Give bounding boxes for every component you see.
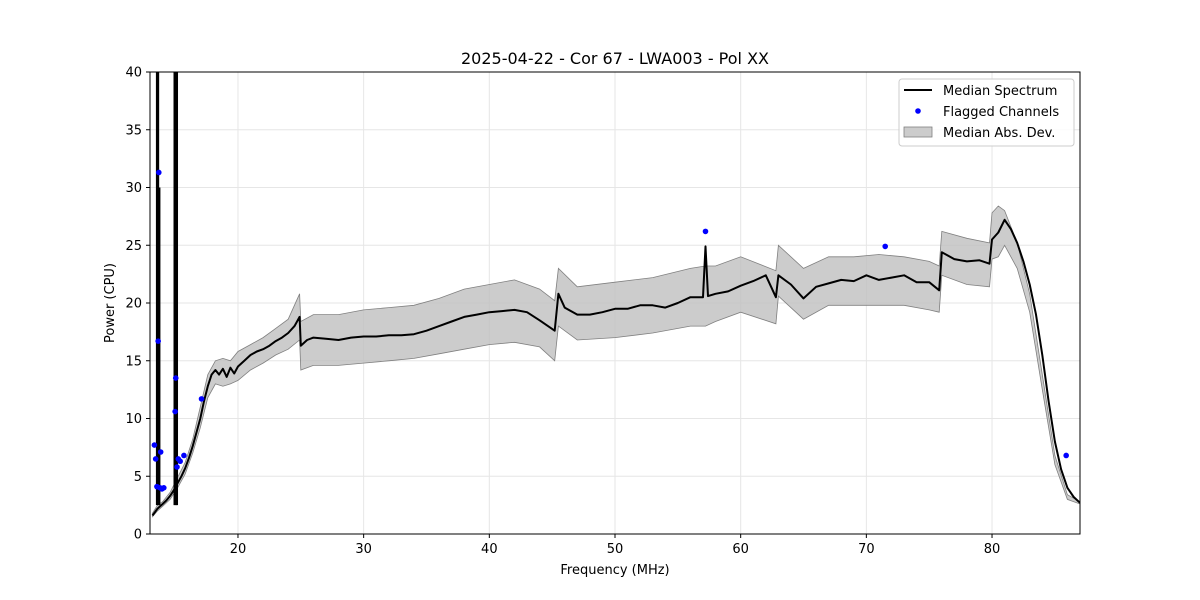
x-tick-label: 20 bbox=[230, 542, 247, 557]
y-tick-label: 25 bbox=[125, 239, 142, 254]
flagged-channel-point bbox=[161, 485, 167, 491]
legend-flagged-swatch bbox=[915, 108, 921, 114]
x-tick-label: 30 bbox=[355, 542, 372, 557]
y-tick-label: 30 bbox=[125, 181, 142, 196]
x-axis-label: Frequency (MHz) bbox=[560, 563, 669, 578]
x-tick-label: 80 bbox=[984, 542, 1001, 557]
flagged-channel-point bbox=[155, 169, 162, 176]
flagged-channel-point bbox=[181, 452, 187, 459]
x-tick-label: 50 bbox=[607, 542, 624, 557]
legend-flagged-label: Flagged Channels bbox=[943, 105, 1059, 120]
legend-mad-swatch bbox=[903, 126, 933, 138]
x-tick-label: 40 bbox=[481, 542, 498, 557]
y-tick-label: 0 bbox=[134, 528, 142, 543]
flagged-channel-point bbox=[172, 375, 179, 381]
y-axis: 0 5 10 15 20 25 30 35 40 bbox=[125, 66, 150, 543]
legend-mad-label: Median Abs. Dev. bbox=[943, 126, 1055, 141]
flagged-channel-point bbox=[172, 408, 178, 415]
flagged-channel-point bbox=[152, 456, 159, 462]
flagged-channel-point bbox=[155, 338, 161, 344]
flagged-channel-point bbox=[882, 243, 889, 250]
y-tick-label: 5 bbox=[134, 470, 142, 485]
y-tick-label: 20 bbox=[125, 297, 142, 312]
legend: Median Spectrum Flagged Channels Median … bbox=[898, 78, 1075, 147]
y-tick-label: 15 bbox=[125, 354, 142, 369]
chart-title: 2025-04-22 - Cor 67 - LWA003 - Pol XX bbox=[461, 49, 769, 68]
x-axis: 20 30 40 50 60 70 80 bbox=[230, 534, 1001, 557]
y-axis-label: Power (CPU) bbox=[103, 263, 118, 343]
y-tick-label: 35 bbox=[125, 123, 142, 138]
x-tick-label: 70 bbox=[858, 542, 875, 557]
median-spectrum-line bbox=[151, 218, 1080, 517]
flagged-channel-point bbox=[174, 464, 180, 470]
flagged-channel-point bbox=[702, 228, 709, 235]
plot-area bbox=[151, 72, 1080, 518]
legend-box bbox=[898, 78, 1075, 147]
flagged-channel-point bbox=[1063, 452, 1069, 459]
x-tick-label: 60 bbox=[732, 542, 749, 557]
flagged-channel-point bbox=[151, 442, 158, 448]
legend-median-label: Median Spectrum bbox=[943, 84, 1057, 99]
mad-band bbox=[152, 205, 1080, 518]
flagged-channel-point bbox=[198, 396, 205, 402]
y-tick-label: 40 bbox=[125, 66, 142, 81]
flagged-channel-point bbox=[177, 458, 183, 465]
flagged-channel-point bbox=[157, 449, 164, 455]
y-tick-label: 10 bbox=[125, 412, 142, 427]
